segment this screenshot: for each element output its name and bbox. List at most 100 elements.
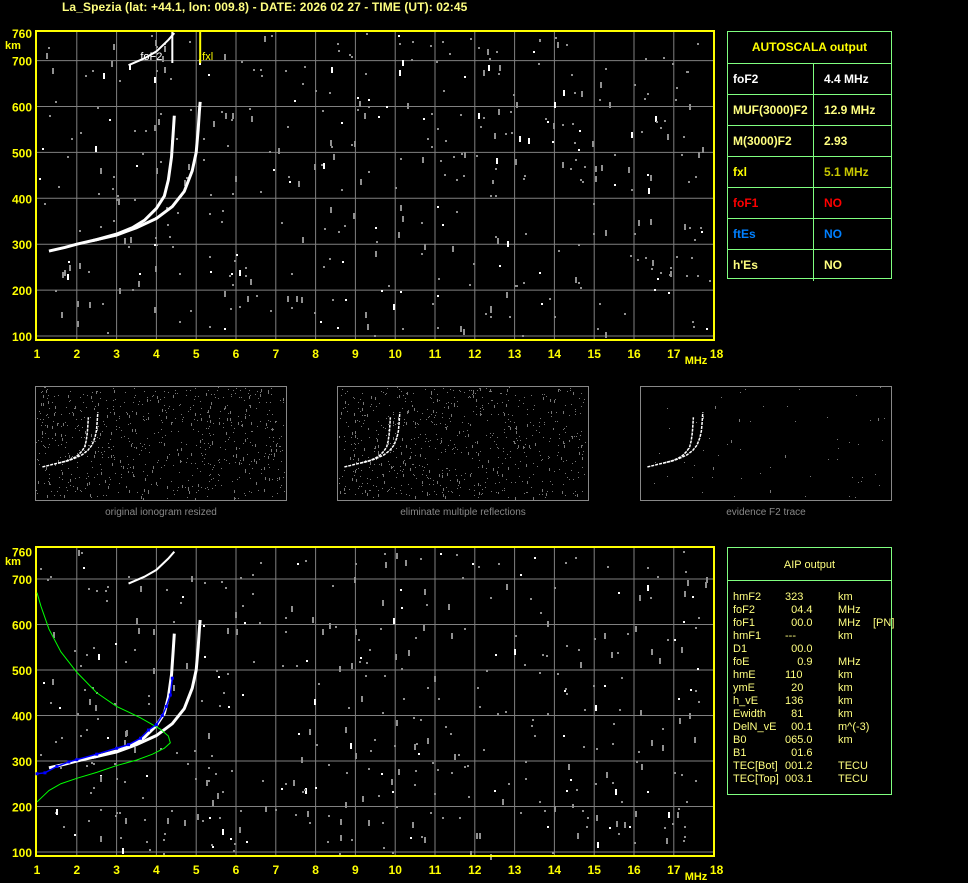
noise-echo	[509, 387, 510, 388]
plot-frame	[35, 546, 715, 857]
autoscala-value: 2.93	[813, 126, 891, 157]
noise-echo	[45, 433, 46, 434]
noise-echo	[338, 50, 340, 52]
noise-echo	[463, 175, 465, 177]
noise-echo	[284, 491, 285, 492]
aip-row: B0 065.0 km	[733, 734, 893, 747]
noise-echo	[501, 393, 502, 394]
noise-echo	[291, 273, 293, 275]
noise-echo	[541, 460, 542, 461]
noise-echo	[427, 409, 428, 410]
noise-echo	[236, 254, 238, 256]
noise-echo	[469, 396, 470, 397]
noise-echo	[142, 494, 143, 495]
aip-value: 81	[785, 708, 804, 720]
noise-echo	[364, 113, 366, 119]
noise-echo	[447, 475, 448, 476]
aip-unit: km	[838, 682, 853, 694]
noise-echo	[672, 63, 674, 65]
noise-echo	[168, 408, 169, 409]
noise-echo	[709, 438, 710, 439]
noise-echo	[126, 487, 127, 488]
noise-echo	[576, 789, 578, 791]
noise-echo	[270, 310, 272, 312]
noise-echo	[102, 303, 104, 305]
noise-echo	[53, 421, 54, 422]
x-tick-label: 10	[389, 863, 403, 877]
noise-echo	[416, 478, 417, 479]
noise-echo	[232, 113, 234, 119]
noise-echo	[677, 812, 679, 818]
noise-echo	[202, 461, 203, 462]
noise-echo	[475, 393, 476, 394]
noise-echo	[142, 153, 144, 155]
noise-echo	[678, 698, 680, 700]
noise-echo	[519, 436, 520, 437]
noise-echo	[61, 312, 63, 318]
noise-echo	[71, 138, 73, 140]
noise-echo	[121, 430, 122, 431]
noise-echo	[40, 568, 42, 570]
noise-echo	[107, 415, 108, 418]
noise-echo	[412, 41, 414, 43]
x-tick-label: 2	[73, 863, 80, 877]
noise-echo	[362, 393, 363, 394]
noise-echo	[309, 729, 311, 735]
noise-echo	[690, 689, 692, 691]
noise-echo	[304, 66, 306, 68]
noise-echo	[349, 54, 351, 56]
noise-echo	[575, 461, 576, 462]
noise-echo	[740, 392, 741, 393]
noise-echo	[387, 491, 388, 492]
noise-echo	[540, 418, 541, 419]
noise-echo	[375, 397, 376, 400]
noise-echo	[371, 404, 372, 405]
noise-echo	[469, 489, 470, 490]
noise-echo	[628, 167, 630, 173]
noise-echo	[49, 444, 50, 445]
noise-echo	[124, 402, 125, 403]
noise-echo	[103, 73, 105, 79]
noise-echo	[265, 806, 267, 812]
noise-echo	[119, 288, 121, 294]
noise-echo	[249, 415, 250, 416]
noise-echo	[370, 406, 371, 407]
noise-echo	[480, 126, 482, 128]
noise-echo	[414, 784, 416, 786]
noise-echo	[388, 443, 389, 444]
noise-echo	[116, 812, 118, 814]
noise-echo	[499, 265, 501, 267]
noise-echo	[61, 414, 62, 415]
noise-echo	[636, 761, 638, 763]
noise-echo	[368, 171, 370, 173]
noise-echo	[229, 437, 230, 438]
noise-echo	[98, 193, 100, 195]
noise-echo	[852, 477, 853, 478]
noise-echo	[396, 448, 397, 449]
noise-echo	[662, 728, 664, 730]
noise-echo	[405, 560, 407, 566]
noise-echo	[554, 471, 555, 472]
noise-echo	[564, 445, 565, 448]
noise-echo	[105, 590, 107, 592]
noise-echo	[93, 787, 95, 789]
noise-echo	[46, 415, 47, 416]
aip-key: h_vE	[733, 695, 759, 707]
noise-echo	[495, 483, 496, 484]
noise-echo	[427, 138, 429, 140]
noise-echo	[80, 397, 81, 398]
noise-echo	[368, 99, 370, 101]
noise-echo	[133, 466, 134, 469]
noise-echo	[55, 412, 56, 413]
noise-echo	[392, 791, 394, 793]
noise-echo	[689, 227, 691, 229]
noise-echo	[235, 612, 237, 618]
autoscala-value: NO	[813, 250, 891, 281]
x-tick-label: 7	[272, 347, 279, 361]
noise-echo	[490, 307, 492, 313]
noise-echo	[94, 409, 95, 410]
noise-echo	[442, 224, 444, 226]
noise-echo	[473, 395, 474, 398]
noise-echo	[97, 437, 98, 438]
noise-echo	[177, 450, 178, 451]
